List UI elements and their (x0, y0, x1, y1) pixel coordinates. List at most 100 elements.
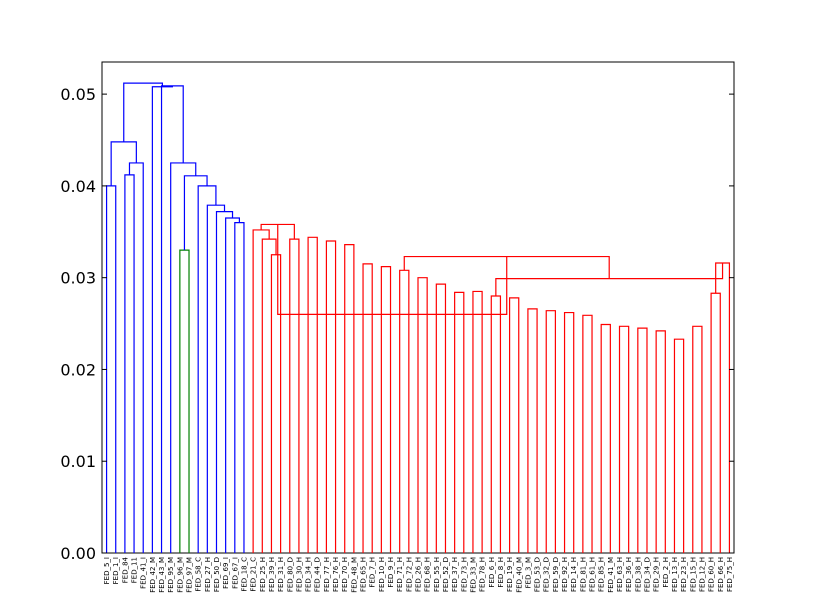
leaf-label: FED_40_M (515, 557, 523, 593)
dendrogram-link (435, 283, 447, 553)
leaf-label: FED_66_H (717, 557, 725, 592)
dendrogram-link (183, 175, 208, 251)
leaf-label: FED_38_H (634, 557, 642, 592)
leaf-label: FED_70_H (341, 557, 349, 592)
leaf-label: FED_76_H (332, 557, 340, 592)
leaf-label: FED_37_H (451, 557, 459, 592)
leaf-label: FED_27_H (204, 557, 212, 592)
y-tick-label: 0.00 (60, 544, 96, 563)
dendrogram-link (692, 325, 703, 553)
dendrogram-link (234, 222, 245, 553)
leaf-label: FED_8_H (497, 557, 505, 588)
leaf-label: FED_55_H (433, 557, 441, 592)
dendrogram-link (637, 327, 648, 553)
leaf-label: FED_78_H (479, 557, 487, 592)
leaf-label: FED_25_H (259, 557, 267, 592)
leaf-label: FED_58_C (195, 557, 203, 592)
leaf-label: FED_31_H (277, 557, 285, 592)
leaf-label: FED_77_H (323, 557, 331, 592)
dendrogram-link (225, 217, 240, 553)
leaf-label: FED_61_H (589, 557, 597, 592)
leaf-label: FED_75_H (726, 557, 734, 592)
dendrogram-link (270, 254, 282, 553)
dendrogram-link (490, 295, 502, 553)
leaf-label: FED_1_I (112, 557, 120, 584)
dendrogram-links (105, 82, 731, 553)
dendrogram-link (124, 174, 135, 553)
dendrogram-link (151, 85, 173, 553)
y-tick-label: 0.03 (60, 269, 96, 288)
leaf-label: FED_48_M (350, 557, 358, 593)
y-axis: 0.00 0.01 0.02 0.03 0.04 0.05 (60, 85, 734, 563)
dendrogram-link (600, 323, 611, 553)
dendrogram-link (563, 311, 575, 553)
dendrogram-link (495, 262, 724, 297)
dendrogram-link (110, 141, 137, 186)
leaf-label: FED_65_H (360, 557, 368, 592)
dendrogram-link (325, 240, 337, 553)
dendrogram-link (261, 238, 277, 553)
dendrogram-link (655, 330, 666, 553)
leaf-label: FED_97_M (186, 557, 194, 593)
leaf-label: FED_9_H (387, 557, 395, 588)
dendrogram-link (170, 162, 197, 553)
leaf-label: FED_41_M (607, 557, 615, 593)
dendrogram-link (527, 308, 538, 553)
leaf-label: FED_18_C (240, 557, 248, 592)
dendrogram-link (307, 236, 318, 553)
dendrogram-link (715, 262, 731, 553)
leaf-label: FED_34_D (643, 557, 651, 592)
leaf-label: FED_67_I (231, 557, 239, 589)
dendrogram-link (582, 314, 593, 553)
leaf-label: FED_7_H (369, 557, 377, 588)
dendrogram-link (215, 210, 234, 553)
leaf-label: FED_3_M (524, 557, 532, 588)
y-tick-label: 0.04 (60, 177, 96, 196)
leaf-label: FED_13_H (671, 557, 679, 592)
dendrogram-link (417, 277, 428, 553)
leaf-label: FED_19_H (506, 557, 514, 592)
dendrogram-link (710, 292, 721, 553)
dendrogram-link (618, 325, 630, 553)
leaf-label: FED_52_D (442, 557, 450, 592)
leaf-label: FED_6_H (488, 557, 496, 588)
leaf-label: FED_15_H (689, 557, 697, 592)
leaf-label: FED_42_M (149, 557, 157, 593)
y-tick-label: 0.02 (60, 360, 96, 379)
leaf-label: FED_95_M (167, 557, 175, 593)
dendrogram-link (123, 82, 163, 142)
leaf-label: FED_81_H (579, 557, 587, 592)
dendrogram-link (362, 263, 373, 553)
leaf-label: FED_68_H (424, 557, 432, 592)
leaf-label: FED_80_D (286, 557, 294, 592)
leaf-label: FED_63_H (616, 557, 624, 592)
dendrogram-link (252, 229, 270, 553)
leaf-label: FED_43_M (158, 557, 166, 593)
leaf-label: FED_33_M (469, 557, 477, 593)
y-tick-label: 0.01 (60, 452, 96, 471)
leaf-label: FED_44_D (314, 557, 322, 592)
leaf-label: FED_50_D (213, 557, 221, 592)
leaf-label: FED_92_H (561, 557, 569, 592)
dendrogram-link (179, 249, 190, 553)
leaf-label: FED_59_D (552, 557, 560, 592)
leaf-label: FED_69_I (222, 557, 230, 589)
leaf-label: FED_85_H (598, 557, 606, 592)
leaf-label: FED_23_H (680, 557, 688, 592)
dendrogram-link (454, 291, 465, 553)
leaf-label: FED_29_H (653, 557, 661, 592)
dendrogram-link (128, 162, 144, 553)
leaf-label: FED_73_H (460, 557, 468, 592)
dendrogram-link (399, 269, 410, 553)
dendrogram-link (545, 310, 556, 553)
leaf-label: FED_2_H (662, 557, 670, 588)
leaf-label: FED_34_H (305, 557, 313, 592)
leaf-label: FED_71_H (396, 557, 404, 592)
dendrogram-link (289, 238, 300, 553)
leaf-label: FED_21_C (250, 557, 258, 592)
y-tick-label: 0.05 (60, 85, 96, 104)
leaf-label: FED_30_H (295, 557, 303, 592)
leaf-label: FED_41_I (140, 557, 148, 589)
leaf-label: FED_72_H (405, 557, 413, 592)
